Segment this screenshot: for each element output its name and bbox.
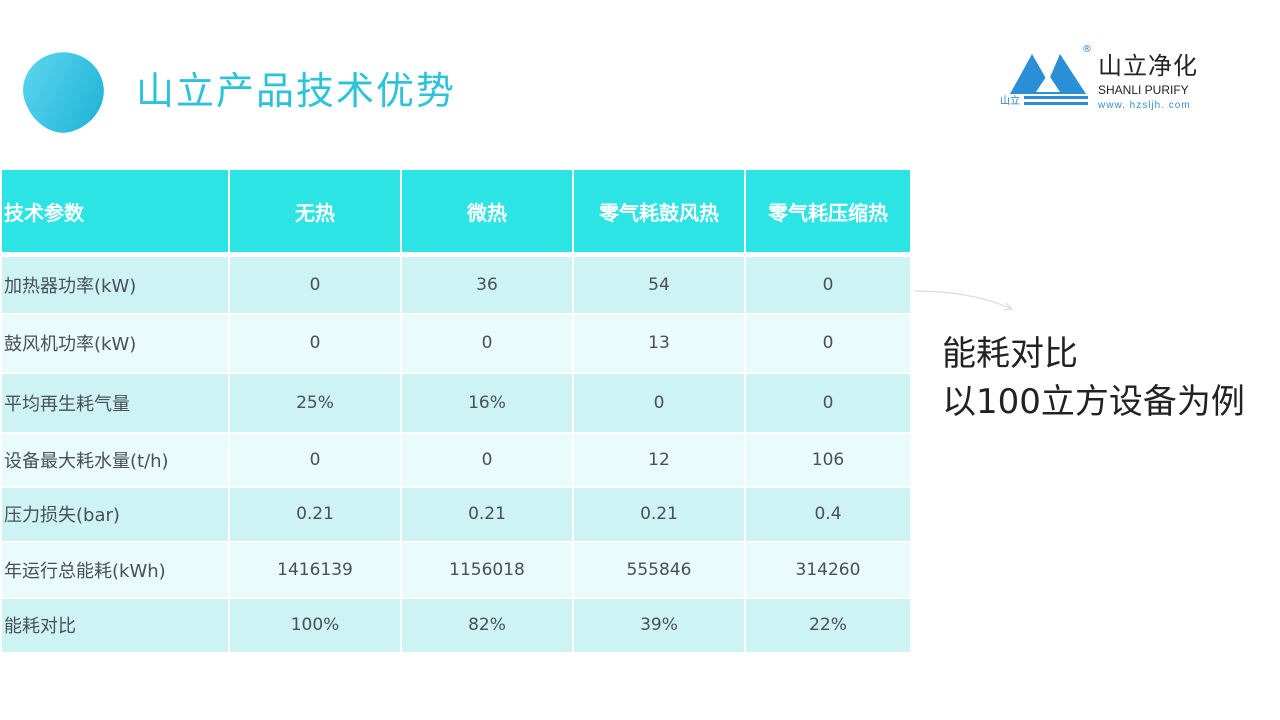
table-cell: 22% — [744, 596, 912, 654]
row-label: 加热器功率(kW) — [0, 253, 230, 315]
table-cell: 36 — [400, 253, 574, 315]
table-cell: 1156018 — [400, 540, 574, 599]
table-cell: 0 — [400, 312, 574, 374]
table-cell: 0.21 — [400, 485, 574, 543]
curved-arrow-icon — [913, 290, 1014, 311]
table-cell: 0 — [744, 312, 912, 374]
logo-url: www. hzsljh. com — [1098, 100, 1191, 111]
row-label: 设备最大耗水量(t/h) — [0, 431, 230, 488]
table-cell: 39% — [572, 596, 746, 654]
company-logo: ® 山立 山立净化 SHANLI PURIFY www. hzsljh. com — [998, 44, 1218, 120]
comparison-table: 技术参数 无热 微热 零气耗鼓风热 零气耗压缩热 加热器功率(kW) 0 36 54 0… — [0, 168, 912, 654]
table-row: 压力损失(bar) 0.21 0.21 0.21 0.4 — [0, 485, 912, 543]
page-title: 山立产品技术优势 — [136, 69, 457, 113]
table-header-row: 技术参数 无热 微热 零气耗鼓风热 零气耗压缩热 — [0, 168, 912, 257]
energy-note: 能耗对比 以100立方设备为例 — [942, 330, 1245, 426]
table-cell: 314260 — [744, 540, 912, 599]
table-row: 设备最大耗水量(t/h) 0 0 12 106 — [0, 431, 912, 488]
table-cell: 0.21 — [572, 485, 746, 543]
table-cell: 106 — [744, 431, 912, 488]
table-cell: 0 — [744, 253, 912, 315]
table-cell: 0.4 — [744, 485, 912, 543]
table-cell: 0 — [228, 253, 402, 315]
table-cell: 82% — [400, 596, 574, 654]
table-cell: 13 — [572, 312, 746, 374]
table-cell: 555846 — [572, 540, 746, 599]
row-label: 能耗对比 — [0, 596, 230, 654]
table-cell: 0 — [400, 431, 574, 488]
row-label: 年运行总能耗(kWh) — [0, 540, 230, 599]
table-row: 年运行总能耗(kWh) 1416139 1156018 555846 314260 — [0, 540, 912, 599]
logo-chinese-name: 山立净化 — [1098, 52, 1198, 80]
header-cell: 无热 — [228, 168, 402, 257]
table-row: 能耗对比 100% 82% 39% 22% — [0, 596, 912, 654]
header-cell: 技术参数 — [0, 168, 230, 257]
table-cell: 0 — [228, 431, 402, 488]
row-label: 鼓风机功率(kW) — [0, 312, 230, 374]
table-row: 加热器功率(kW) 0 36 54 0 — [0, 253, 912, 315]
table-cell: 0 — [572, 371, 746, 434]
row-label: 平均再生耗气量 — [0, 371, 230, 434]
table-cell: 0 — [744, 371, 912, 434]
decorative-blob — [13, 41, 115, 143]
header-cell: 零气耗鼓风热 — [572, 168, 746, 257]
table-cell: 0 — [228, 312, 402, 374]
note-heading: 能耗对比 — [942, 334, 1078, 374]
table-row: 平均再生耗气量 25% 16% 0 0 — [0, 371, 912, 434]
table-row: 鼓风机功率(kW) 0 0 13 0 — [0, 312, 912, 374]
note-subheading: 以100立方设备为例 — [942, 382, 1245, 422]
header-cell: 微热 — [400, 168, 574, 257]
mountain-logo-icon — [1010, 54, 1088, 105]
logo-small-text: 山立 — [1000, 96, 1020, 107]
table-cell: 54 — [572, 253, 746, 315]
table-cell: 1416139 — [228, 540, 402, 599]
registered-mark: ® — [1082, 44, 1092, 55]
row-label: 压力损失(bar) — [0, 485, 230, 543]
header-cell: 零气耗压缩热 — [744, 168, 912, 257]
table-cell: 100% — [228, 596, 402, 654]
logo-english-name: SHANLI PURIFY — [1098, 83, 1189, 97]
table-cell: 12 — [572, 431, 746, 488]
table-cell: 25% — [228, 371, 402, 434]
table-cell: 0.21 — [228, 485, 402, 543]
table-cell: 16% — [400, 371, 574, 434]
